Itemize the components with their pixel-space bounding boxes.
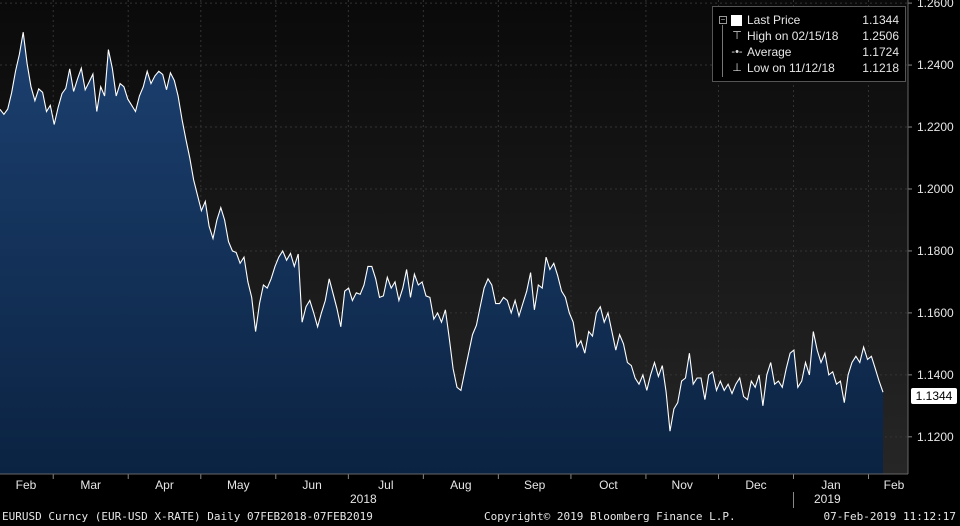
legend-low-value: 1.1218: [862, 61, 899, 75]
x-month-label: Nov: [672, 478, 693, 492]
x-month-label: Dec: [745, 478, 766, 492]
legend: − Last Price 1.1344 ⊤ High on 02/15/18 1…: [712, 6, 906, 82]
legend-average: -•- Average 1.1724: [713, 44, 907, 60]
legend-bracket: [722, 25, 723, 77]
average-marker-icon: -•-: [731, 46, 743, 58]
x-month-label: Jan: [821, 478, 840, 492]
legend-average-value: 1.1724: [862, 45, 899, 59]
legend-high-label: High on 02/15/18: [747, 29, 839, 43]
legend-last-price: Last Price 1.1344: [713, 12, 907, 28]
high-marker-icon: ⊤: [732, 30, 742, 42]
legend-last-price-label: Last Price: [747, 13, 801, 27]
y-tick-label: 1.1800: [917, 244, 954, 258]
footer-timestamp: 07-Feb-2019 11:12:17: [823, 510, 956, 523]
y-tick-label: 1.2000: [917, 182, 954, 196]
x-month-label: Feb: [884, 478, 905, 492]
x-month-label: Mar: [80, 478, 101, 492]
x-year-label: 2019: [814, 492, 841, 506]
legend-low-label: Low on 11/12/18: [747, 61, 835, 75]
legend-average-label: Average: [747, 45, 792, 59]
x-year-label: 2018: [350, 492, 377, 506]
y-tick-label: 1.1400: [917, 368, 954, 382]
x-month-label: Jul: [378, 478, 393, 492]
y-tick-label: 1.1200: [917, 430, 954, 444]
filled-square-icon: [731, 15, 742, 26]
x-month-label: Sep: [524, 478, 546, 492]
price-area: [0, 32, 883, 474]
legend-low: ⊥ Low on 11/12/18 1.1218: [713, 60, 907, 76]
legend-high-value: 1.2506: [862, 29, 899, 43]
y-axis: 1.2600 1.2400 1.2200 1.2000 1.1800 1.1600 1.14…: [908, 0, 954, 444]
price-line: [0, 32, 884, 432]
x-month-label: Apr: [155, 478, 174, 492]
y-tick-label: 1.2600: [917, 0, 954, 10]
last-price-tag: 1.1344: [911, 388, 957, 404]
y-tick-label: 1.1600: [917, 306, 954, 320]
footer-ticker-info: EURUSD Curncy (EUR-USD X-RATE) Daily 07F…: [2, 510, 373, 523]
footer-copyright: Copyright© 2019 Bloomberg Finance L.P.: [484, 510, 736, 523]
x-month-label: Aug: [450, 478, 471, 492]
x-month-label: Feb: [16, 478, 37, 492]
legend-collapse-icon[interactable]: −: [719, 15, 727, 24]
x-month-label: May: [227, 478, 250, 492]
y-tick-label: 1.2400: [917, 58, 954, 72]
x-month-label: Jun: [302, 478, 321, 492]
x-axis: Feb Mar Apr May Jun Jul Aug Sep Oct Nov Dec Jan Feb 2…: [16, 474, 905, 508]
x-month-label: Oct: [599, 478, 618, 492]
y-tick-label: 1.2200: [917, 120, 954, 134]
low-marker-icon: ⊥: [732, 62, 742, 74]
legend-last-price-value: 1.1344: [862, 13, 899, 27]
legend-high: ⊤ High on 02/15/18 1.2506: [713, 28, 907, 44]
